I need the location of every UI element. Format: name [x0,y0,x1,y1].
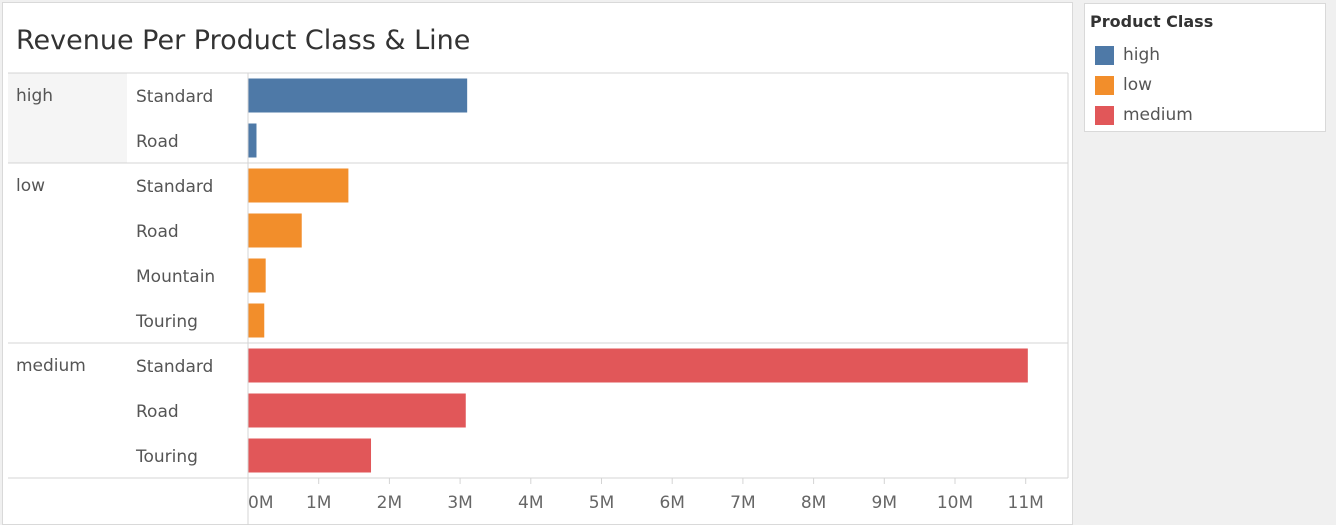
legend-label-medium: medium [1123,105,1193,125]
legend-label-low: low [1123,75,1153,95]
line-label-low-touring: Touring [135,312,198,332]
line-label-medium-standard: Standard [136,357,213,377]
line-label-low-standard: Standard [136,177,213,197]
bar-high-standard [248,78,468,113]
line-label-high-standard: Standard [136,87,213,107]
legend-label-high: high [1123,45,1161,65]
x-tick-label: 3M [447,493,472,513]
row-header-highlight [8,73,127,163]
line-label-medium-road: Road [136,402,179,422]
x-tick-label: 0M [248,493,273,513]
bar-medium-standard [248,348,1028,383]
bar-low-road [248,213,302,248]
line-label-medium-touring: Touring [135,447,198,467]
x-tick-label: 1M [306,493,331,513]
x-tick-label: 8M [801,493,826,513]
chart-title: Revenue Per Product Class & Line [16,25,471,56]
bar-medium-road [248,393,466,428]
line-label-low-road: Road [136,222,179,242]
x-tick-label: 2M [377,493,402,513]
legend-title: Product Class [1090,12,1214,31]
bar-chart: high Standard Road low Standard Road Mountain T… [8,72,1069,525]
x-tick-label: 5M [589,493,614,513]
x-tick-label: 11M [1008,493,1044,513]
bar-low-touring [248,303,265,338]
legend-swatch-low [1095,76,1114,95]
legend-swatch-high [1095,46,1114,65]
group-label-medium: medium [16,356,86,376]
x-tick-label: 4M [518,493,543,513]
line-label-high-road: Road [136,132,179,152]
group-label-high: high [16,86,53,106]
legend-card: Product Class high low medium [1084,3,1326,132]
x-tick-label: 10M [937,493,973,513]
bar-low-standard [248,168,349,203]
bar-low-mountain [248,258,266,293]
bar-medium-touring [248,438,372,473]
x-tick-label: 7M [730,493,755,513]
bar-high-road [248,123,257,158]
legend-swatch-medium [1095,106,1114,125]
x-tick-label: 6M [659,493,684,513]
group-label-low: low [16,176,45,196]
line-label-low-mountain: Mountain [136,267,215,287]
worksheet-pane: Revenue Per Product Class & Line [2,2,1073,525]
x-tick-label: 9M [872,493,897,513]
